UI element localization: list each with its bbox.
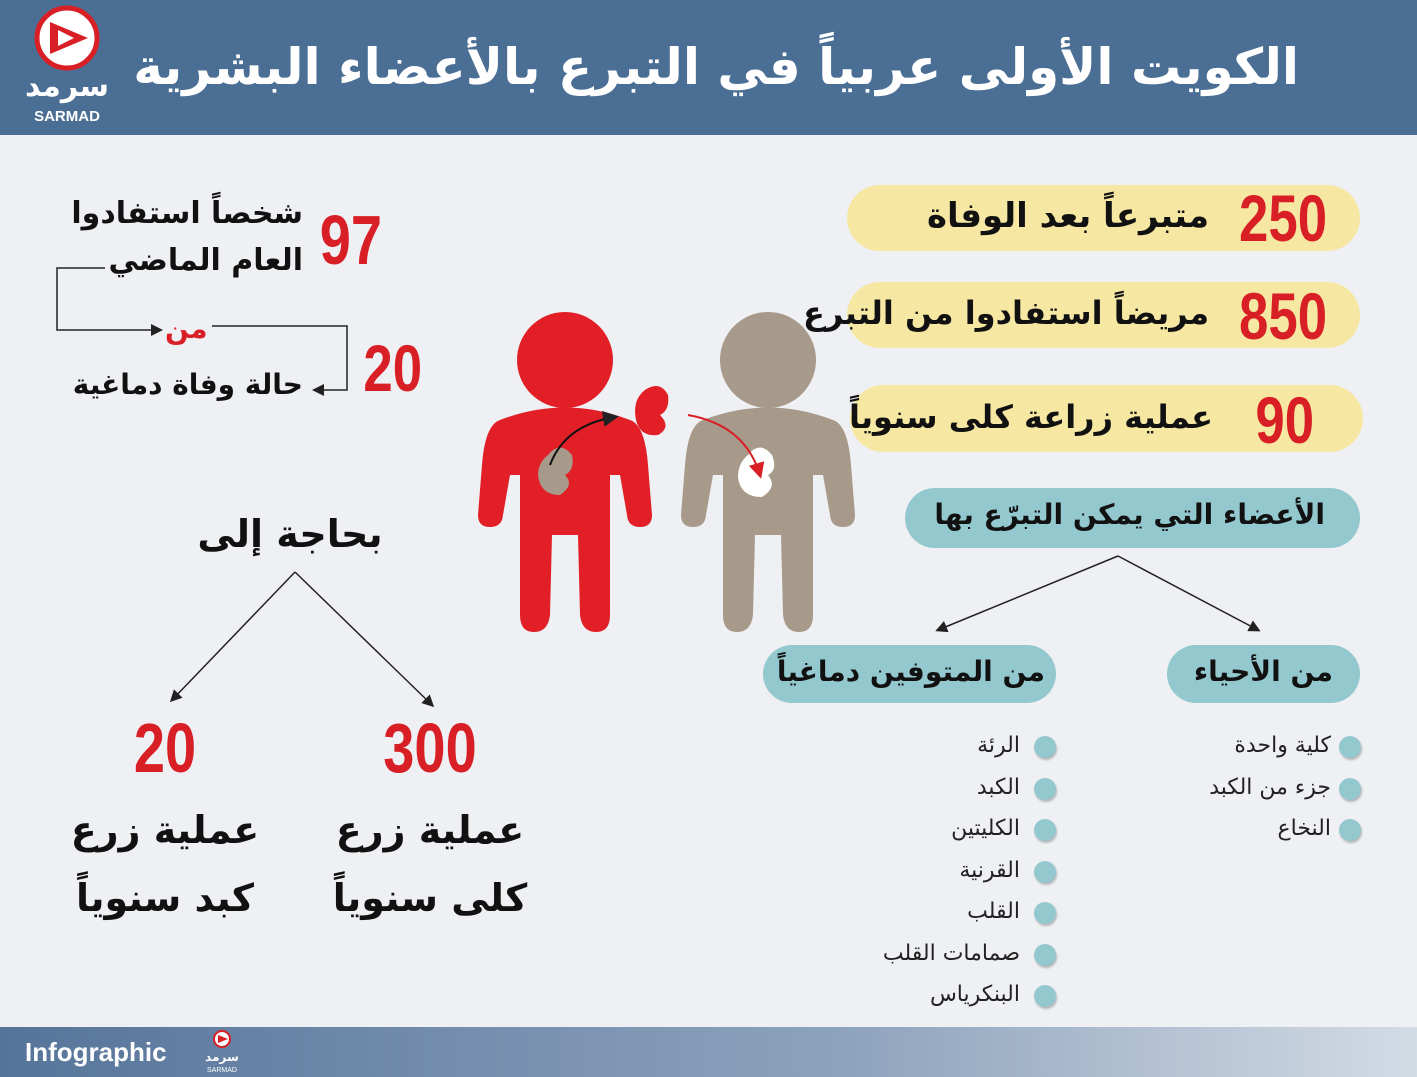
bullet bbox=[1034, 860, 1056, 883]
beneficiaries-line: العام الماضي bbox=[108, 243, 303, 278]
stat-label: متبرعاً بعد الوفاة bbox=[926, 196, 1209, 236]
need-number: 300 bbox=[383, 709, 477, 787]
stat-label: عملية زراعة كلى سنوياً bbox=[848, 398, 1213, 436]
donor-figure bbox=[478, 312, 652, 632]
organ-item: القرنية bbox=[959, 857, 1020, 883]
footer-bar: Infographic سرمد SARMAD bbox=[0, 1027, 1417, 1077]
source-label: حالة وفاة دماغية bbox=[72, 368, 303, 401]
organ-item: البنكرياس bbox=[929, 982, 1020, 1007]
stat-pill bbox=[850, 385, 1363, 452]
organ-item: الكليتين bbox=[951, 816, 1020, 841]
needs-title: بحاجة إلى bbox=[197, 512, 383, 556]
living-pill bbox=[1167, 645, 1360, 703]
connector: من bbox=[165, 312, 208, 345]
stat-label: مريضاً استفادوا من التبرع bbox=[802, 294, 1209, 332]
need-line: كلى سنوياً bbox=[332, 876, 528, 920]
footer-label: Infographic bbox=[25, 1037, 167, 1067]
recipient-figure bbox=[681, 312, 855, 632]
need-line: كبد سنوياً bbox=[75, 876, 255, 920]
logo-text: سرمد bbox=[25, 69, 109, 104]
bullet bbox=[1034, 777, 1056, 800]
title: الكويت الأولى عربياً في التبرع بالأعضاء … bbox=[133, 38, 1299, 96]
stat-number: 250 bbox=[1239, 181, 1328, 255]
logo-latin: SARMAD bbox=[34, 108, 100, 125]
beneficiaries-number: 97 bbox=[319, 201, 383, 279]
footer-logo-text: سرمد bbox=[205, 1050, 239, 1064]
bullet bbox=[1034, 819, 1056, 841]
organ-item: جزء من الكبد bbox=[1209, 774, 1331, 800]
footer-logo: سرمد SARMAD bbox=[205, 1030, 239, 1074]
footer-logo-latin: SARMAD bbox=[207, 1067, 237, 1074]
organ-item: النخاع bbox=[1277, 816, 1332, 841]
organs-title: الأعضاء التي يمكن التبرّع بها bbox=[934, 498, 1325, 531]
bullet bbox=[1339, 736, 1361, 758]
living-title: من الأحياء bbox=[1193, 655, 1333, 688]
beneficiaries-line: شخصاً استفادوا bbox=[71, 196, 303, 231]
bullet bbox=[1339, 777, 1361, 800]
logo: سرمد SARMAD bbox=[25, 5, 109, 125]
header-bar: سرمد SARMAD الكويت الأولى عربياً في التب… bbox=[0, 0, 1417, 135]
bullet bbox=[1339, 819, 1361, 841]
organ-item: الكبد bbox=[976, 774, 1020, 800]
stat-pill bbox=[847, 185, 1360, 251]
stat-number: 850 bbox=[1239, 279, 1328, 353]
organ-item: كلية واحدة bbox=[1234, 733, 1331, 758]
need-line: عملية زرع bbox=[70, 808, 260, 852]
organ-item: صمامات القلب bbox=[882, 940, 1020, 966]
bullet bbox=[1034, 985, 1056, 1007]
deceased-title: من المتوفين دماغياً bbox=[776, 655, 1045, 688]
organs-title-pill bbox=[905, 488, 1360, 548]
need-line: عملية زرع bbox=[335, 808, 525, 852]
organ-item: الرئة bbox=[977, 733, 1020, 758]
bullet bbox=[1034, 736, 1056, 758]
drawings bbox=[56, 267, 1261, 708]
need-number: 20 bbox=[133, 709, 197, 787]
organ-item: القلب bbox=[967, 899, 1020, 924]
stat-number: 90 bbox=[1255, 383, 1315, 457]
bullet bbox=[1034, 943, 1056, 966]
bullet bbox=[1034, 902, 1056, 924]
source-number: 20 bbox=[363, 331, 423, 405]
deceased-pill bbox=[763, 645, 1056, 703]
stat-pill bbox=[847, 282, 1360, 348]
